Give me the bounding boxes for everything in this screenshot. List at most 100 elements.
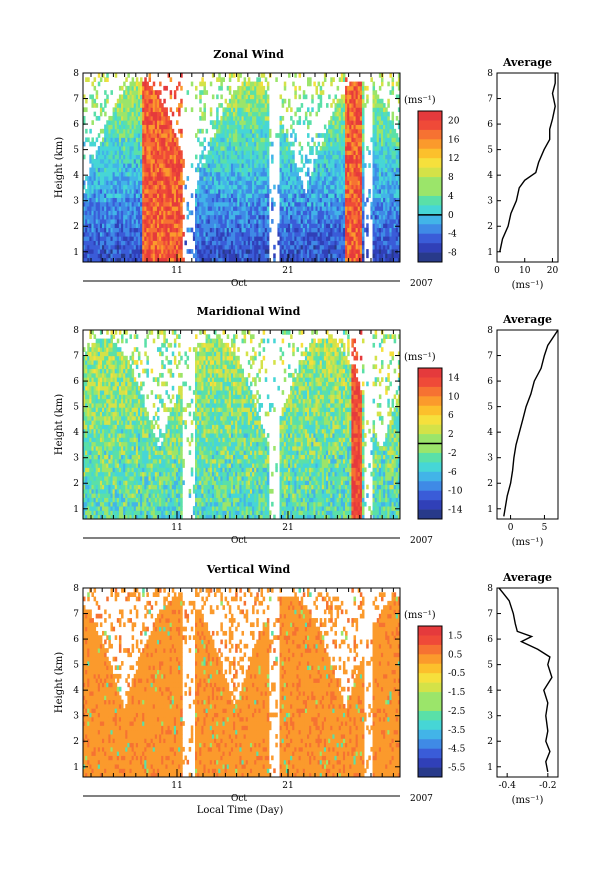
heatmap-cell bbox=[171, 206, 175, 211]
heatmap-cell bbox=[121, 180, 124, 186]
heatmap-cell bbox=[173, 201, 177, 207]
heatmap-cell bbox=[218, 171, 221, 177]
heatmap-cell bbox=[290, 176, 293, 181]
heatmap-cell bbox=[140, 124, 143, 130]
heatmap-cell bbox=[123, 158, 126, 164]
heatmap-cell bbox=[298, 150, 302, 156]
heatmap-cell bbox=[319, 219, 323, 224]
heatmap-cell bbox=[175, 210, 179, 216]
heatmap-cell bbox=[95, 180, 99, 186]
heatmap-cell bbox=[228, 150, 232, 156]
heatmap-cell bbox=[169, 223, 173, 229]
heatmap-cell bbox=[159, 115, 162, 121]
heatmap-cell bbox=[262, 146, 266, 151]
heatmap-cell bbox=[281, 244, 285, 250]
heatmap-cell bbox=[309, 184, 312, 190]
heatmap-cell bbox=[125, 77, 128, 82]
heatmap-cell bbox=[129, 210, 132, 216]
heatmap-cell bbox=[203, 180, 206, 186]
heatmap-cell bbox=[237, 188, 240, 194]
heatmap-cell bbox=[114, 257, 118, 263]
heatmap-cell bbox=[197, 163, 200, 168]
heatmap-cell bbox=[135, 94, 139, 100]
heatmap-cell bbox=[237, 107, 240, 113]
heatmap-cell bbox=[290, 167, 293, 173]
heatmap-cell bbox=[266, 120, 270, 125]
heatmap-cell bbox=[178, 219, 181, 224]
heatmap-cell bbox=[300, 103, 304, 108]
heatmap-cell bbox=[294, 85, 297, 91]
heatmap-cell bbox=[148, 90, 152, 95]
heatmap-cell bbox=[228, 223, 232, 229]
heatmap-cell bbox=[296, 167, 299, 173]
heatmap-cell bbox=[180, 244, 183, 250]
heatmap-cell bbox=[319, 197, 323, 203]
heatmap-cell bbox=[161, 197, 164, 203]
heatmap-cell bbox=[285, 171, 289, 177]
heatmap-cell bbox=[144, 124, 147, 130]
heatmap-cell bbox=[287, 227, 291, 233]
heatmap-cell bbox=[254, 146, 257, 151]
heatmap-cell bbox=[241, 176, 245, 181]
heatmap-cell bbox=[220, 124, 223, 130]
heatmap-cell bbox=[252, 111, 255, 117]
heatmap-cell bbox=[161, 146, 164, 151]
heatmap-cell bbox=[108, 120, 111, 125]
heatmap-cell bbox=[254, 206, 257, 211]
heatmap-cell bbox=[89, 249, 92, 254]
heatmap-cell bbox=[279, 133, 283, 138]
heatmap-cell bbox=[140, 137, 143, 143]
heatmap-cell bbox=[201, 184, 204, 190]
heatmap-cell bbox=[154, 133, 158, 138]
heatmap-cell bbox=[216, 124, 219, 130]
heatmap-cell bbox=[391, 90, 395, 95]
heatmap-cell bbox=[290, 253, 293, 259]
heatmap-cell bbox=[133, 167, 137, 173]
heatmap-cell bbox=[152, 115, 156, 121]
heatmap-cell bbox=[230, 107, 234, 113]
heatmap-cell bbox=[104, 90, 107, 95]
heatmap-cell bbox=[209, 171, 213, 177]
heatmap-cell bbox=[146, 210, 149, 216]
heatmap-cell bbox=[102, 257, 105, 263]
heatmap-cell bbox=[205, 214, 209, 220]
heatmap-cell bbox=[220, 214, 223, 220]
heatmap-cell bbox=[129, 146, 132, 151]
heatmap-cell bbox=[279, 146, 283, 151]
heatmap-cell bbox=[266, 253, 270, 259]
heatmap-cell bbox=[214, 146, 217, 151]
heatmap-cell bbox=[175, 236, 179, 241]
heatmap-cell bbox=[102, 249, 105, 254]
heatmap-cell bbox=[127, 231, 130, 237]
heatmap-cell bbox=[199, 214, 202, 220]
heatmap-cell bbox=[323, 133, 327, 138]
heatmap-cell bbox=[307, 107, 310, 113]
heatmap-cell bbox=[167, 219, 171, 224]
heatmap-cell bbox=[226, 115, 230, 121]
heatmap-cell bbox=[163, 184, 166, 190]
heatmap-cell bbox=[121, 115, 124, 121]
heatmap-cell bbox=[321, 236, 325, 241]
heatmap-cell bbox=[317, 150, 321, 156]
heatmap-cell bbox=[131, 214, 135, 220]
heatmap-cell bbox=[89, 141, 92, 147]
heatmap-cell bbox=[116, 240, 120, 246]
heatmap-cell bbox=[161, 188, 164, 194]
heatmap-cell bbox=[233, 90, 236, 95]
heatmap-cell bbox=[125, 223, 128, 229]
heatmap-cell bbox=[167, 231, 171, 237]
heatmap-cell bbox=[118, 137, 122, 143]
heatmap-cell bbox=[245, 167, 249, 173]
heatmap-cell bbox=[112, 201, 116, 207]
heatmap-cell bbox=[99, 154, 103, 160]
heatmap-cell bbox=[328, 240, 331, 246]
heatmap-cell bbox=[366, 231, 369, 237]
heatmap-cell bbox=[129, 188, 132, 194]
heatmap-cell bbox=[279, 128, 283, 134]
heatmap-cell bbox=[163, 137, 166, 143]
heatmap-cell bbox=[150, 236, 154, 241]
heatmap-cell bbox=[332, 98, 335, 104]
heatmap-cell bbox=[292, 244, 295, 250]
heatmap-cell bbox=[243, 214, 247, 220]
heatmap-cell bbox=[302, 197, 306, 203]
